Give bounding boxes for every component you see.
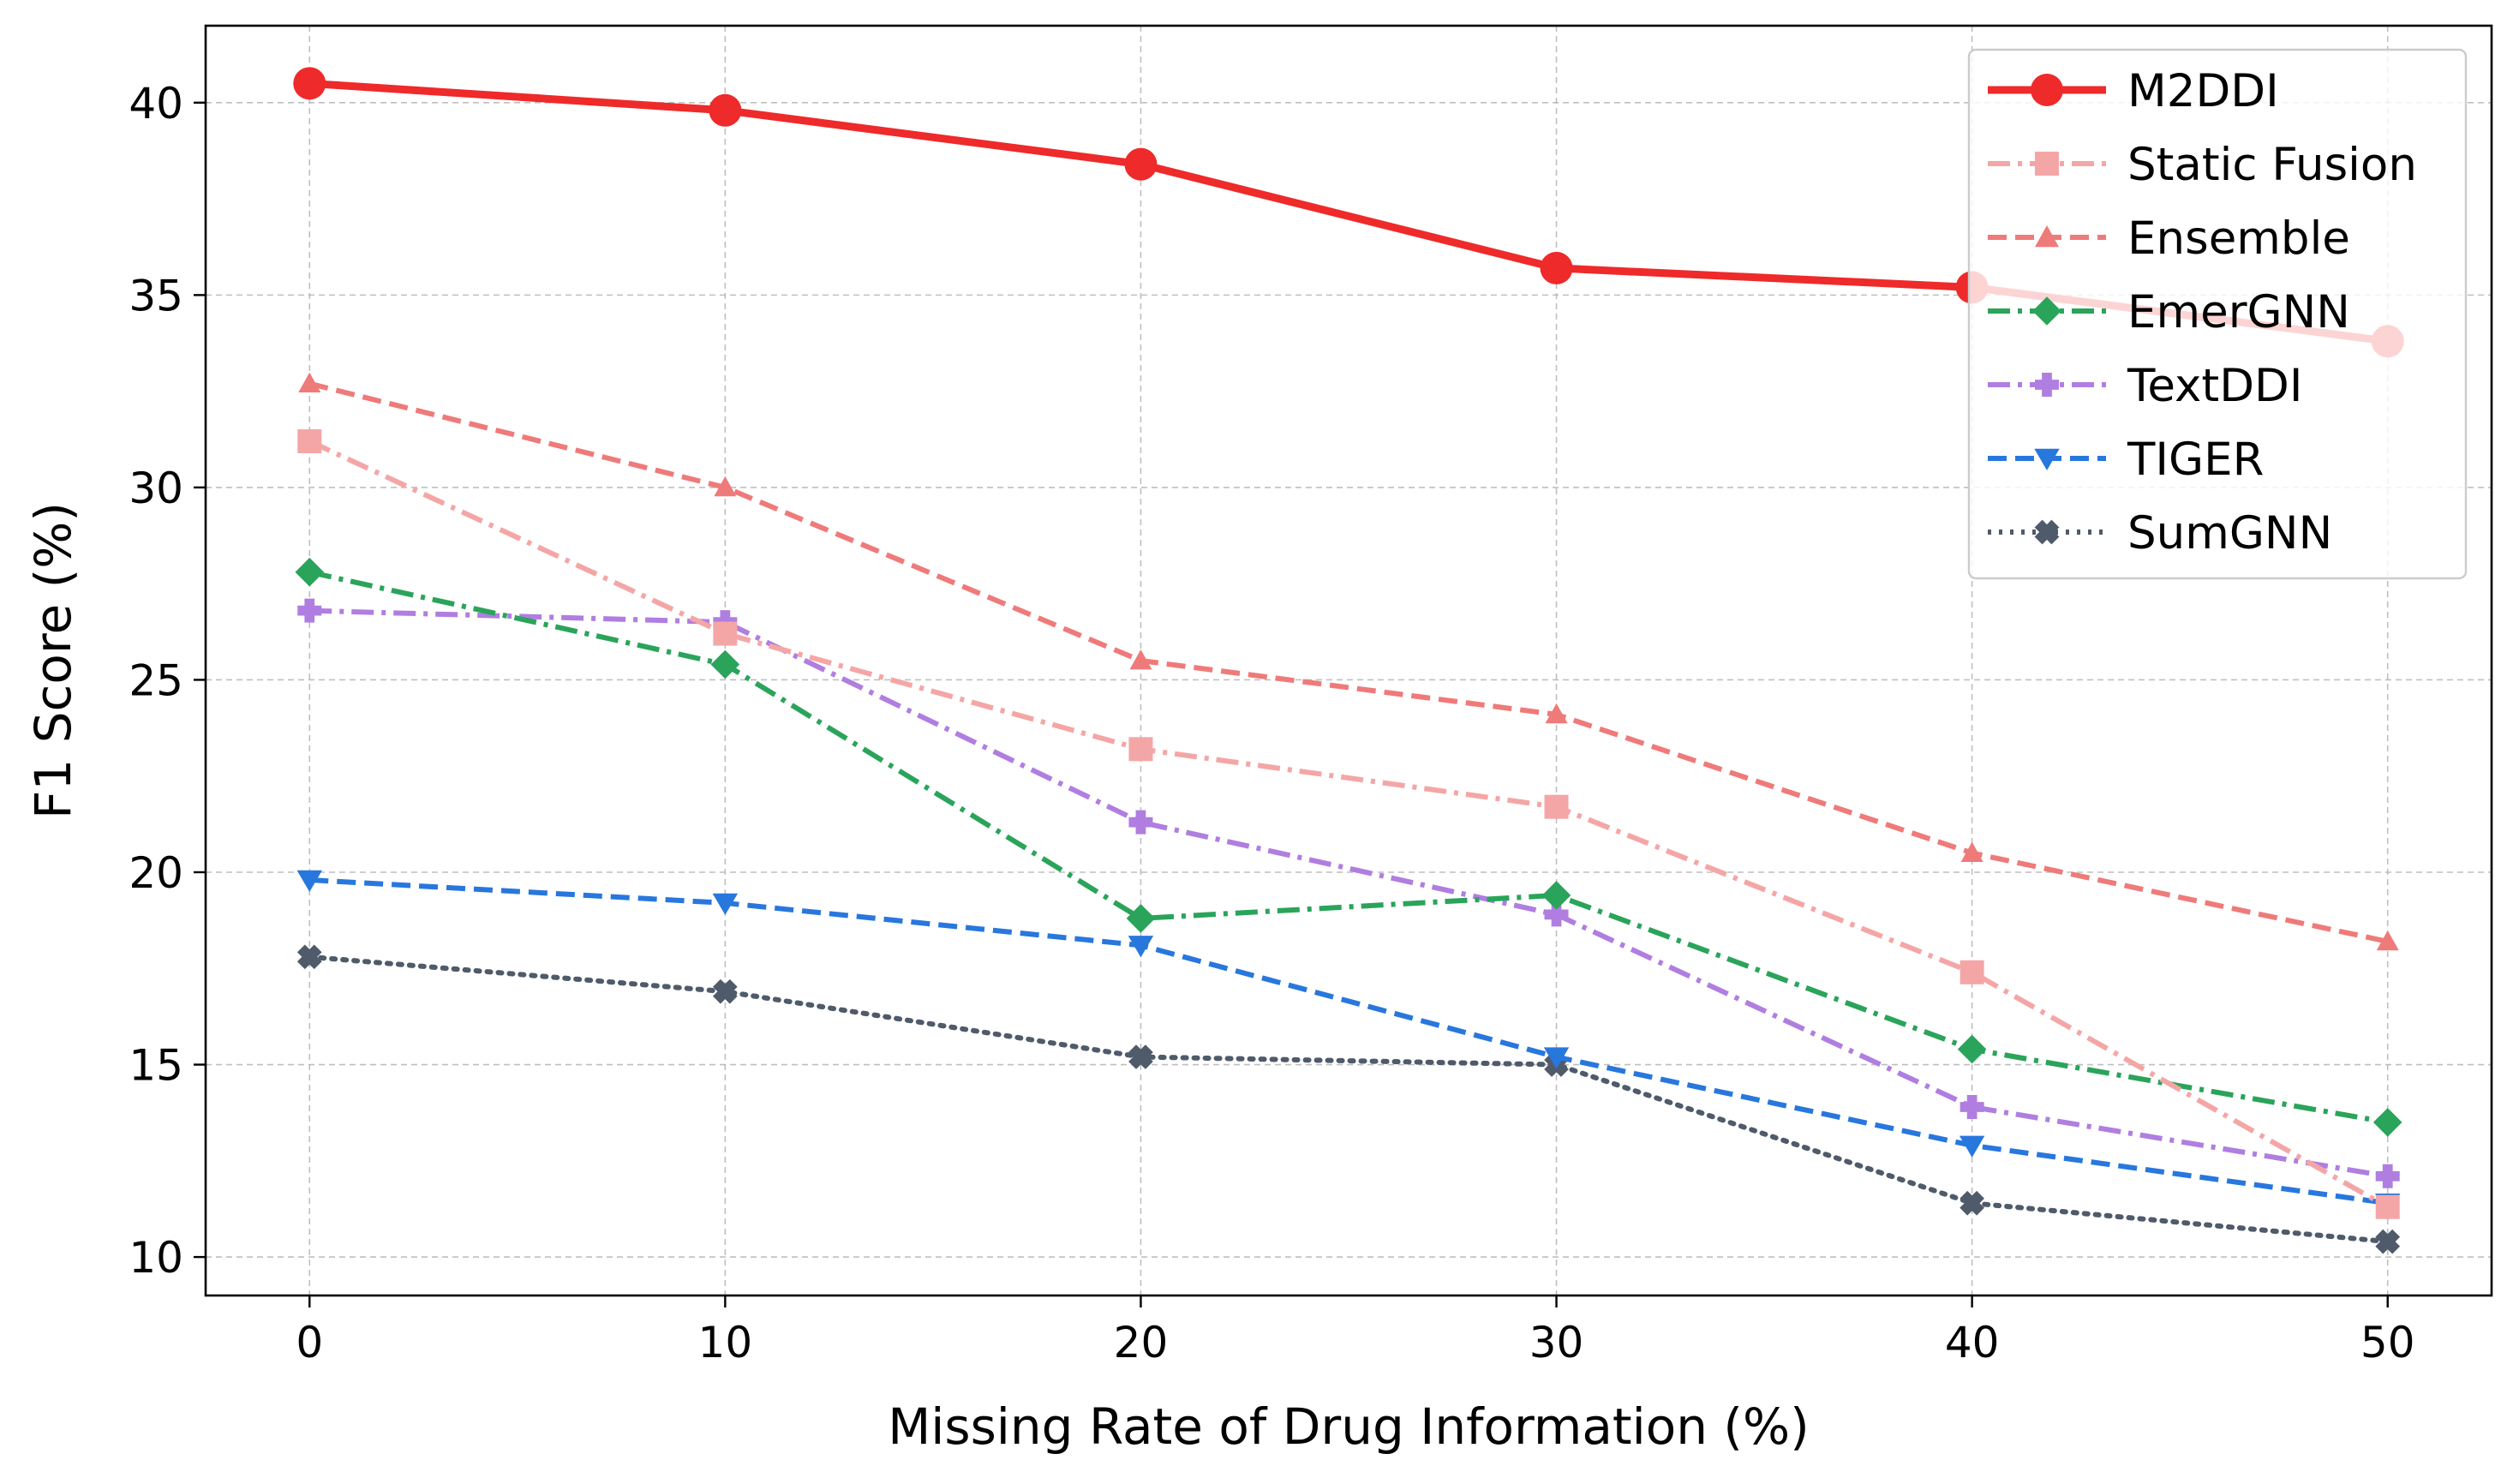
data-point	[712, 893, 739, 915]
data-point	[710, 649, 740, 679]
legend-frame	[1967, 48, 2468, 580]
data-point	[1544, 902, 1569, 927]
data-point	[1128, 810, 1153, 835]
series-line	[308, 439, 2390, 1210]
y-tick-label: 20	[129, 848, 183, 898]
legend-item: TIGER	[1988, 434, 2264, 486]
x-tick-label: 40	[1945, 1318, 2000, 1367]
data-point	[1128, 737, 1153, 762]
data-point	[2375, 1194, 2400, 1219]
data-point	[1126, 904, 1156, 933]
legend-label: TextDDI	[2127, 360, 2302, 412]
y-tick-label: 10	[129, 1233, 183, 1283]
data-point	[296, 944, 322, 970]
x-tick-label: 20	[1114, 1318, 1169, 1367]
data-point	[2035, 225, 2059, 248]
data-point-shape	[296, 944, 322, 970]
data-point	[1545, 703, 1568, 724]
series-line	[309, 607, 2389, 1179]
y-tick-label: 30	[129, 464, 183, 513]
legend-label: Ensemble	[2127, 212, 2350, 265]
legend-item: TextDDI	[1988, 360, 2302, 412]
legend-label: EmerGNN	[2127, 286, 2350, 338]
series-line	[307, 954, 2390, 1245]
y-axis-title: F1 Score (%)	[24, 502, 82, 819]
series-emergnn	[295, 557, 2402, 1137]
data-point	[1128, 1044, 1153, 1069]
data-point	[2032, 296, 2061, 326]
data-point	[1960, 1190, 1984, 1216]
legend-item: SumGNN	[1988, 507, 2332, 559]
legend-label: Static Fusion	[2127, 139, 2417, 191]
data-point-shape	[713, 978, 738, 1004]
legend-item: EmerGNN	[1988, 286, 2350, 338]
series-line	[309, 877, 2389, 1206]
data-point	[1543, 1047, 1570, 1069]
x-axis-title: Missing Rate of Drug Information (%)	[888, 1397, 1810, 1456]
series-ensemble	[298, 372, 2399, 951]
series-static-fusion	[297, 429, 2400, 1219]
legend: M2DDI Static Fusion Ensemble EmerGNN TextDDI…	[1967, 48, 2468, 580]
y-tick-label: 25	[129, 655, 183, 705]
grid-lines	[206, 26, 2492, 1296]
data-point	[2375, 1164, 2400, 1188]
data-point	[1960, 841, 1983, 862]
data-point	[1540, 251, 1573, 284]
data-point	[2372, 1108, 2402, 1137]
series-tiger	[296, 870, 2401, 1216]
data-point	[293, 67, 326, 100]
data-point	[2035, 373, 2059, 397]
data-point	[713, 978, 738, 1004]
data-point	[1960, 1094, 1984, 1119]
legend-item: M2DDI	[1988, 65, 2279, 117]
data-point	[1541, 881, 1571, 910]
series-line	[308, 380, 2389, 944]
series-textddi	[297, 598, 2400, 1188]
data-point	[2034, 519, 2060, 545]
x-tick-label: 0	[296, 1318, 323, 1367]
data-point	[2035, 152, 2059, 176]
legend-label: TIGER	[2127, 434, 2264, 486]
plot-area-frame	[204, 24, 2493, 1297]
data-point	[297, 598, 322, 623]
data-point	[1959, 1135, 1985, 1158]
data-point	[1124, 147, 1158, 181]
data-point	[709, 93, 742, 127]
data-point	[295, 557, 325, 587]
data-point-shape	[1128, 1044, 1153, 1069]
series-layer	[293, 67, 2404, 1254]
y-tick-label: 40	[129, 79, 183, 129]
legend-item: Static Fusion	[1988, 139, 2417, 191]
data-point	[296, 870, 322, 892]
data-point	[2031, 74, 2063, 106]
data-point	[1544, 794, 1569, 819]
data-point	[298, 372, 321, 393]
data-point	[714, 476, 737, 497]
data-point	[2375, 1229, 2401, 1254]
data-point	[713, 621, 738, 646]
data-point	[2376, 930, 2399, 951]
data-point	[1957, 1034, 1987, 1064]
data-point-shape	[2375, 1229, 2401, 1254]
legend-item: Ensemble	[1988, 212, 2350, 265]
y-tick-label: 15	[129, 1041, 183, 1091]
data-point	[297, 429, 322, 454]
data-point	[1960, 960, 1984, 984]
data-point	[1129, 649, 1152, 670]
legend-label: SumGNN	[2127, 507, 2332, 559]
data-point	[1128, 936, 1154, 958]
legend-label: M2DDI	[2127, 65, 2279, 117]
x-tick-label: 10	[698, 1318, 753, 1367]
series-sumgnn	[296, 944, 2401, 1254]
data-point-shape	[2034, 519, 2060, 545]
axis-ticks: 0 10 20 30 40 50 10 15 20 25 30 35 40	[129, 79, 2414, 1367]
data-point	[2034, 448, 2060, 470]
x-tick-label: 30	[1529, 1318, 1584, 1367]
x-tick-label: 50	[2360, 1318, 2415, 1367]
data-point-shape	[1960, 1190, 1984, 1216]
series-line	[308, 569, 2389, 1125]
y-tick-label: 35	[129, 271, 183, 320]
